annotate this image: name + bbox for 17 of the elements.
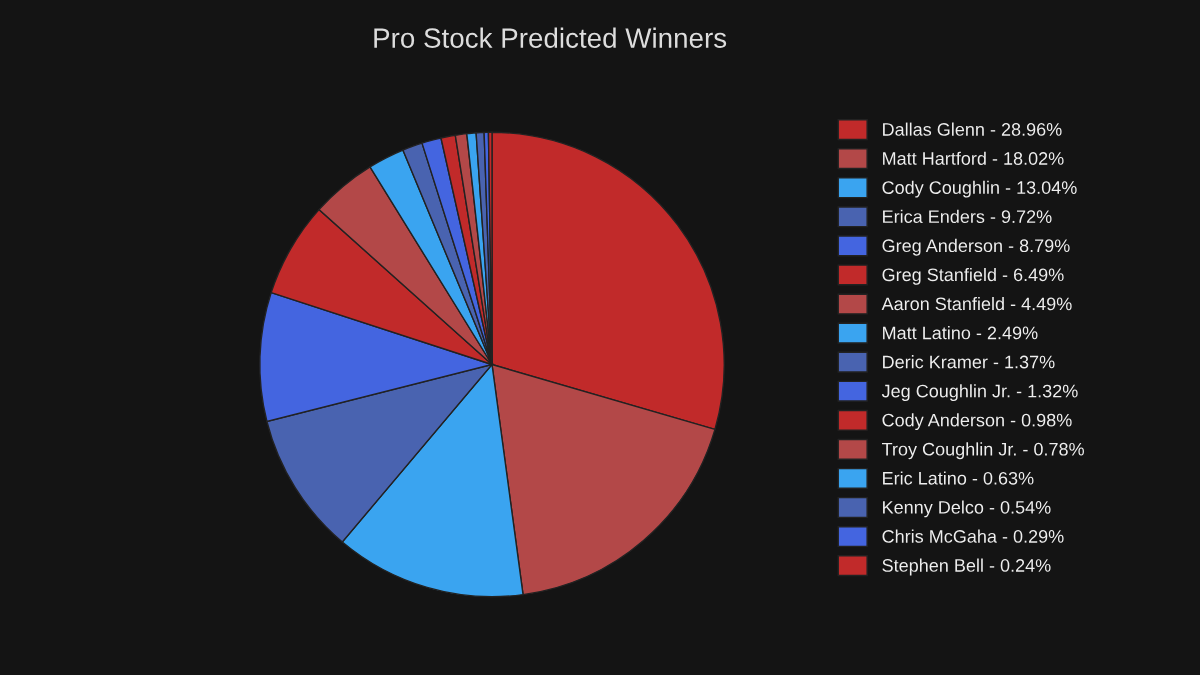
legend-label: Matt Latino - 2.49% [883, 326, 1038, 340]
legend-label: Erica Enders - 9.72% [883, 209, 1052, 224]
legend-label: Kenny Delco - 0.54% [883, 500, 1051, 518]
legend-label: Dallas Glenn - 28.96% [883, 122, 1062, 136]
legend-label: Eric Latino - 0.63% [883, 471, 1034, 485]
chart-title: Pro Stock Predicted Winners [374, 27, 727, 48]
legend-label: Stephen Bell - 0.24% [882, 558, 1051, 576]
legend-label: Jeg Coughlin Jr. - 1.32% [881, 384, 1078, 402]
legend-label: Chris McGaha - 0.29% [882, 529, 1064, 543]
legend-label: Cody Anderson - 0.98% [882, 413, 1072, 431]
legend-label: Cody Coughlin - 13.04% [882, 180, 1077, 198]
legend-label: Greg Anderson - 8.79% [882, 238, 1070, 256]
legend-label: Troy Coughlin Jr. - 0.78% [881, 442, 1084, 460]
legend-label: Greg Stanfield - 6.49% [882, 267, 1064, 285]
legend-label: Deric Kramer - 1.37% [883, 355, 1055, 369]
legend-label: Aaron Stanfield - 4.49% [881, 296, 1072, 311]
legend-label: Matt Hartford - 18.02% [883, 151, 1064, 165]
